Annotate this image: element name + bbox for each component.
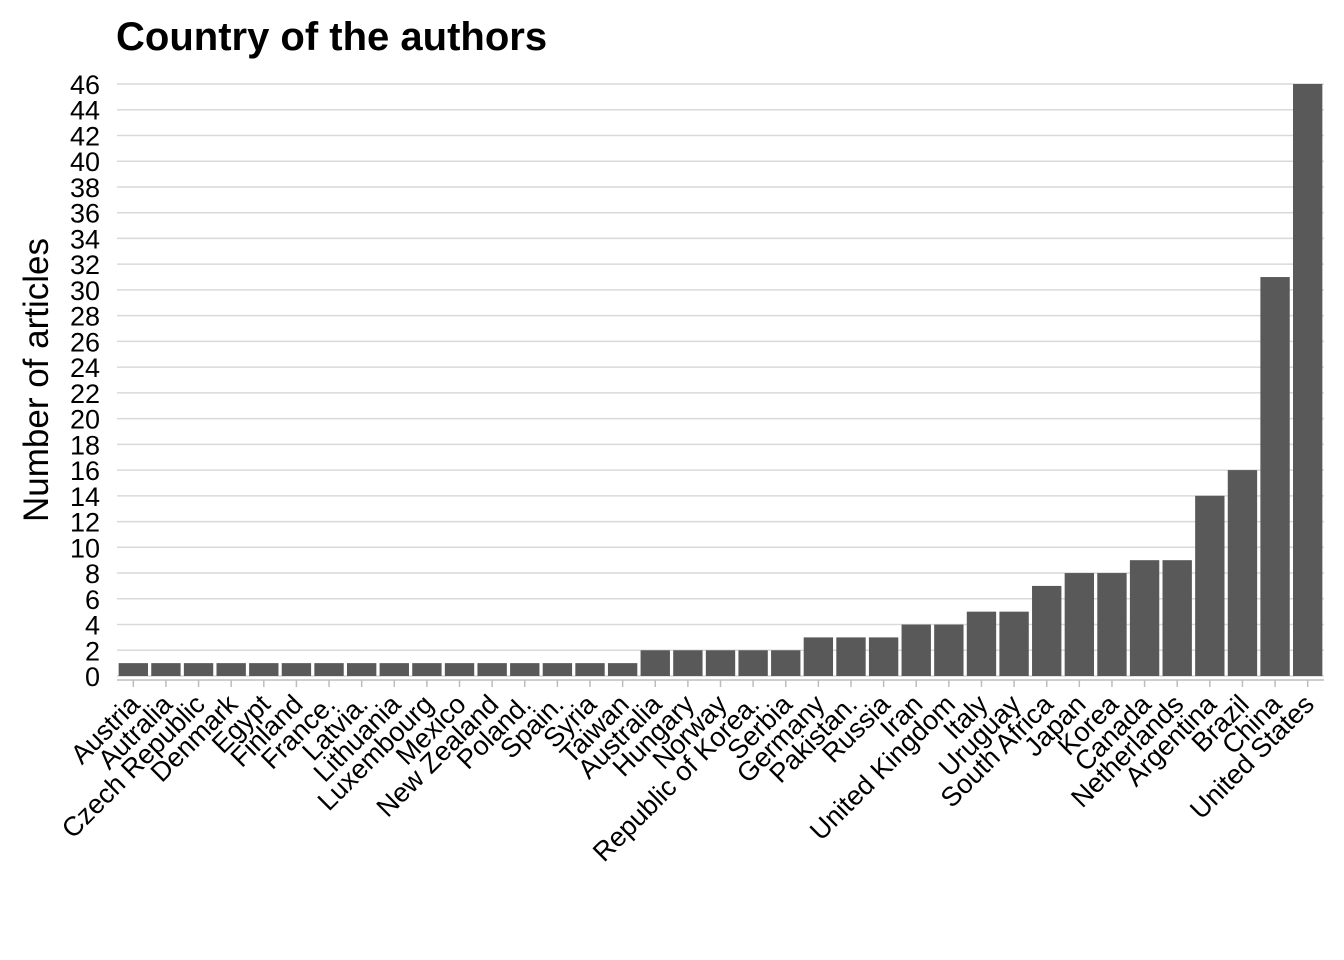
y-tick-label: 22 — [70, 379, 100, 409]
bar — [314, 663, 344, 676]
bar — [999, 611, 1029, 676]
y-tick-label: 14 — [70, 482, 100, 512]
gridlines — [117, 83, 1324, 677]
bar — [281, 663, 312, 676]
bar — [118, 663, 148, 676]
y-tick-label: 20 — [70, 405, 100, 435]
bar — [738, 650, 768, 676]
bar — [379, 663, 409, 676]
y-tick-label: 46 — [70, 70, 100, 100]
y-tick-label: 12 — [70, 508, 100, 538]
bar — [444, 663, 475, 676]
y-tick-label: 28 — [70, 302, 100, 332]
bar — [966, 611, 997, 676]
bar — [1260, 277, 1290, 676]
bar — [477, 663, 507, 676]
bar — [640, 650, 670, 676]
axes — [117, 679, 1324, 687]
y-tick-label: 40 — [70, 147, 100, 177]
y-tick-label: 30 — [70, 276, 100, 306]
bar — [836, 637, 866, 676]
y-tick-label: 36 — [70, 199, 100, 229]
y-tick-label: 8 — [85, 559, 100, 589]
y-tick-label: 44 — [70, 96, 100, 126]
bar — [1227, 470, 1258, 676]
bar — [771, 650, 801, 676]
bar — [607, 663, 638, 676]
y-tick-label: 16 — [70, 456, 100, 486]
chart-title: Country of the authors — [116, 15, 547, 59]
y-tick-labels: 0246810121416182022242628303234363840424… — [70, 70, 100, 692]
bar — [542, 663, 573, 676]
bar — [1064, 573, 1095, 676]
bars — [118, 84, 1323, 676]
bar — [183, 663, 214, 676]
bar — [1293, 84, 1323, 676]
y-tick-label: 6 — [85, 585, 100, 615]
bar — [934, 624, 964, 676]
bar — [346, 663, 377, 676]
bar — [510, 663, 540, 676]
y-tick-label: 2 — [85, 636, 100, 666]
bar — [216, 663, 246, 676]
y-tick-label: 4 — [85, 611, 100, 641]
y-tick-label: 0 — [85, 662, 100, 692]
bar — [673, 650, 703, 676]
bar — [803, 637, 834, 676]
bar — [575, 663, 605, 676]
bar — [1195, 495, 1225, 676]
y-axis-label: Number of articles — [17, 238, 56, 522]
bar — [1129, 560, 1160, 676]
bar — [1162, 560, 1192, 676]
bar — [151, 663, 181, 676]
bar — [412, 663, 442, 676]
bar — [249, 663, 279, 676]
bar — [868, 637, 899, 676]
y-tick-label: 34 — [70, 224, 100, 254]
y-tick-label: 26 — [70, 327, 100, 357]
bar — [705, 650, 736, 676]
y-tick-label: 24 — [70, 353, 100, 383]
y-tick-label: 38 — [70, 173, 100, 203]
y-tick-label: 42 — [70, 121, 100, 151]
y-tick-label: 10 — [70, 533, 100, 563]
bar — [901, 624, 931, 676]
bar — [1032, 585, 1062, 676]
bar — [1097, 573, 1127, 676]
y-tick-label: 32 — [70, 250, 100, 280]
y-tick-label: 18 — [70, 430, 100, 460]
